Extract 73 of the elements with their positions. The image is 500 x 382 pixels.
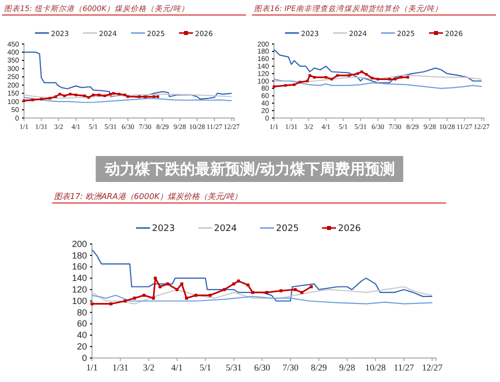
point [142,294,146,297]
point [406,76,410,79]
x-tick-label: 1/31 [112,362,128,372]
point [232,282,236,286]
chart-title: 图表17: 欧洲ARA港（6000K）煤炭价格（美元/吨） [54,192,242,201]
point [156,95,160,98]
point [158,285,162,288]
y-tick-label: 120 [72,284,87,294]
point [294,288,297,292]
point [265,290,268,294]
legend-label: 2024 [214,224,238,234]
line-series [272,70,410,88]
point [48,96,52,100]
x-tick-label: 12/27 [422,362,443,372]
point [124,300,127,302]
point [185,296,188,300]
legend-label: 2023 [152,224,175,234]
y-tick-label: 20 [76,341,87,352]
line-series [23,52,232,100]
x-tick-label: 7/30 [282,362,299,372]
y-tick-label: 80 [76,307,87,318]
legend-label: 2025 [276,224,299,234]
x-tick-label: 10/28 [365,362,386,372]
point [154,276,157,280]
x-tick-label: 4/1 [171,362,183,372]
point [208,294,212,297]
y-tick-label: 40 [76,330,87,340]
y-tick-label: 180 [72,250,87,260]
point [236,280,240,283]
point [310,285,313,288]
point [176,288,179,292]
point [300,290,304,294]
line-series [90,276,313,306]
point [272,85,276,88]
point [166,282,170,286]
y-tick-label: 200 [72,238,87,249]
point [194,294,198,297]
x-tick-label: 6/30 [254,362,271,372]
point [180,282,184,286]
point [90,302,94,306]
point [92,94,95,96]
x-tick-label: 11/27 [394,362,414,372]
x-tick-label: 5/31 [226,362,242,372]
x-tick-label: 1/1 [86,362,98,372]
x-tick-label: 8/29 [310,362,328,372]
line-series [273,78,482,89]
line-series [22,92,160,102]
point [54,95,58,98]
y-tick-label: 160 [72,262,87,272]
point [103,94,106,98]
point [133,296,136,300]
y-tick-label: 60 [76,318,87,329]
x-tick-label: 3/2 [142,362,154,372]
y-tick-label: 140 [72,273,87,284]
x-tick-label: 9/28 [339,362,356,372]
point [360,70,363,74]
line-series [273,74,482,83]
point [152,296,155,300]
line-series [273,49,482,84]
line-series [91,294,433,304]
point [308,74,312,77]
text: 动力煤下跌的最新预测/动力煤下周费用预测 [104,160,396,178]
y-tick-label: 0 [82,352,87,363]
point [280,289,283,292]
point [222,288,226,292]
legend-label: 2026 [338,224,362,234]
x-tick-label: 5/1 [200,362,212,372]
point [109,302,112,306]
point [246,284,250,287]
line-series [91,249,433,302]
point [251,290,254,294]
y-tick-label: 100 [72,296,87,306]
line-series [91,286,433,304]
